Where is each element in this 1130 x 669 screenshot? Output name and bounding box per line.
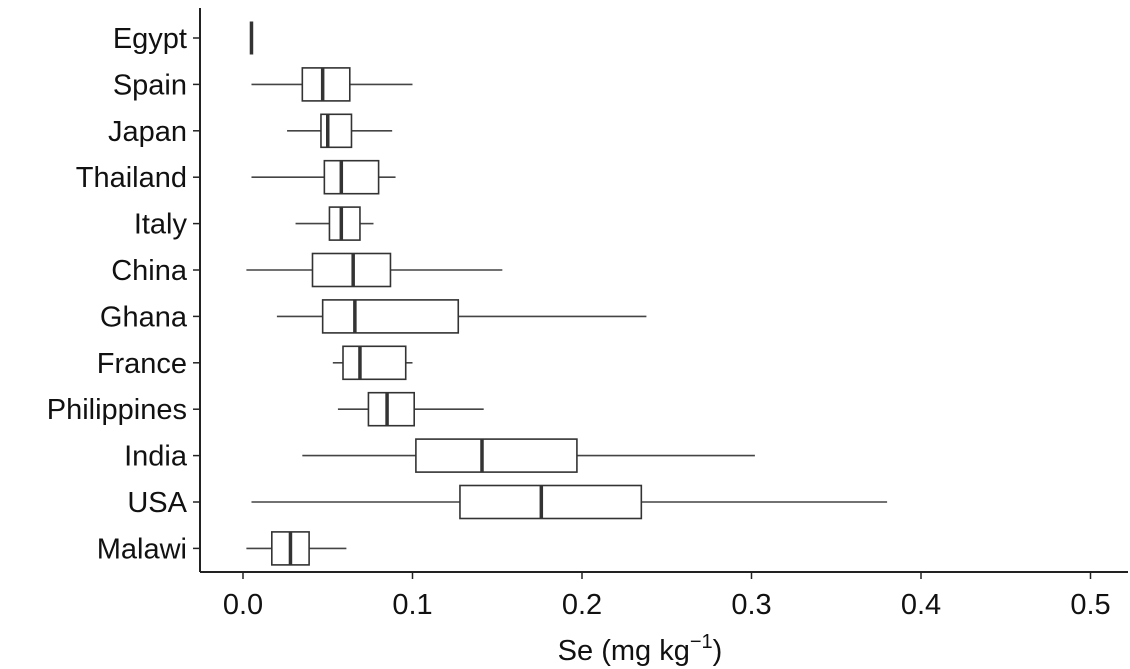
x-tick-label: 0.0 [223,589,263,621]
iqr-box [342,345,407,381]
x-tick-label: 0.3 [731,589,771,621]
box-ghana [276,299,647,334]
x-axis-ticks: 0.0 0.1 0.2 0.3 0.4 0.5 [223,572,1111,621]
y-category-label: China [111,255,188,287]
iqr-box [301,67,351,102]
x-axis-title-main: Se (mg kg [558,635,690,667]
x-tick-label: 0.5 [1070,589,1110,621]
y-category-label: USA [127,487,187,519]
iqr-box [320,113,353,149]
x-tick-label: 0.2 [562,589,602,621]
iqr-box [328,206,361,241]
x-axis-title: Se (mg kg−1) [558,631,723,667]
iqr-box [415,438,578,473]
box-india [302,438,755,473]
box-italy [295,206,374,241]
x-axis-title-suffix: ) [713,635,723,667]
x-tick-label: 0.4 [901,589,941,621]
box-spain [251,67,413,102]
y-category-label: Spain [113,69,187,101]
y-category-label: Thailand [76,162,187,194]
box-china [246,252,503,288]
y-category-label: Philippines [47,394,187,426]
x-tick-label: 0.1 [392,589,432,621]
boxes-layer [246,21,888,566]
y-category-label: Egypt [113,23,187,55]
box-france [332,345,413,381]
iqr-box [367,391,415,427]
box-malawi [246,531,347,566]
y-category-label: Japan [108,116,187,148]
x-axis-title-superscript: −1 [690,631,713,653]
box-thailand [251,159,396,195]
y-category-label: Ghana [100,301,188,333]
y-category-label: India [124,441,188,473]
box-usa [251,484,888,520]
box-philippines [337,391,484,427]
y-axis-labels: Egypt Spain Japan Thailand Italy China Ghana Fr… [47,23,200,565]
y-category-label: Malawi [97,533,187,565]
iqr-box [321,299,460,334]
iqr-box [323,159,380,195]
y-category-label: France [97,348,187,380]
iqr-box [459,484,643,520]
y-category-label: Italy [134,209,188,241]
box-japan [287,113,393,149]
